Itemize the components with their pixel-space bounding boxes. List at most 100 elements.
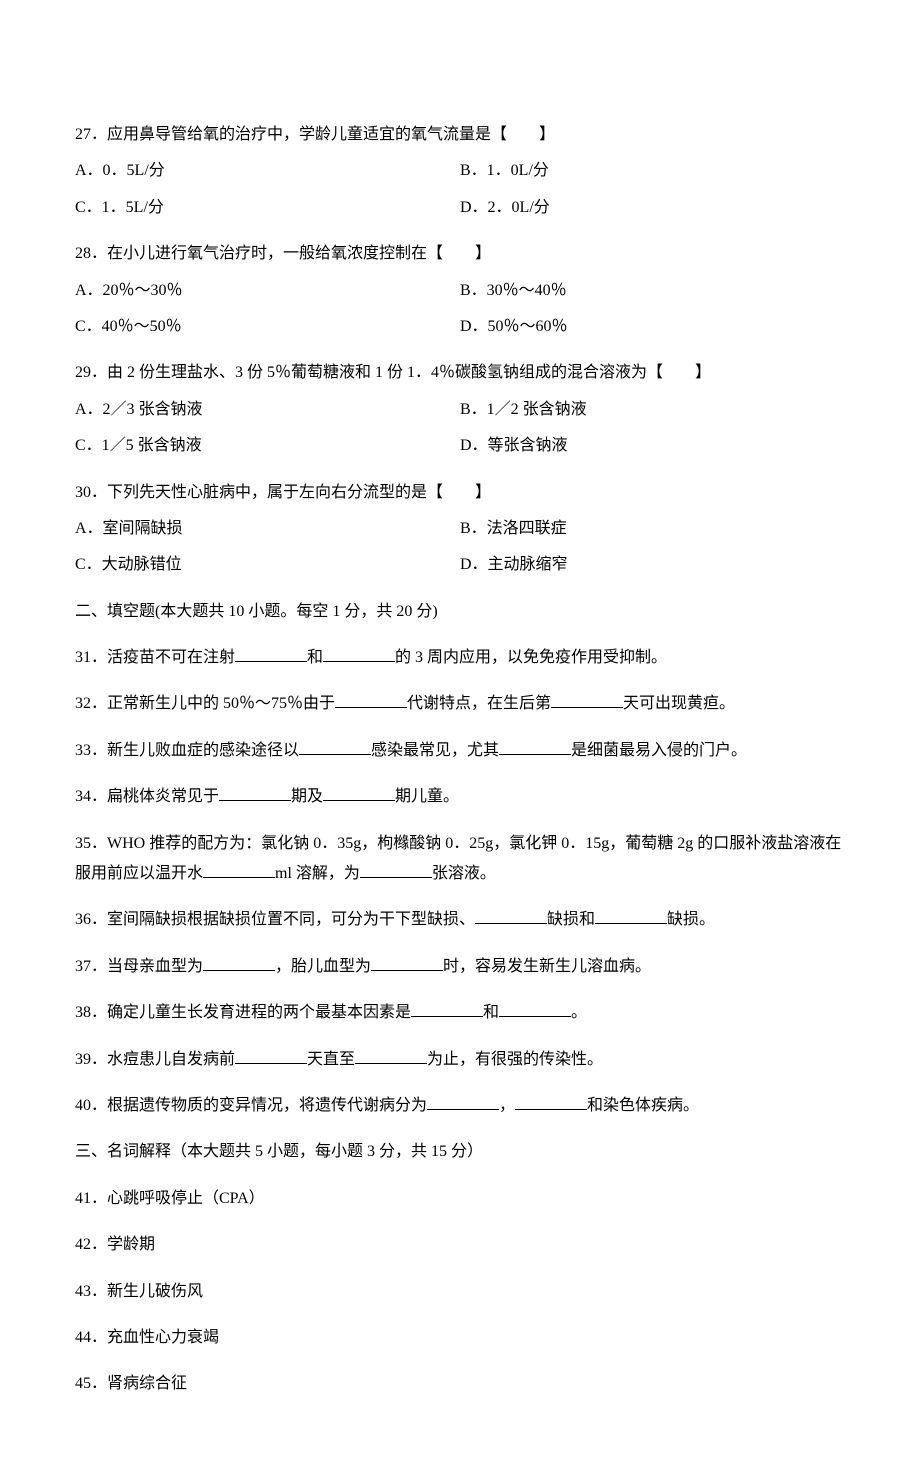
term-text: ．充血性心力衰竭: [91, 1329, 219, 1346]
question-segment: ，: [499, 1097, 515, 1114]
fill-blank: [427, 1094, 499, 1110]
mcq-question: 27．应用鼻导管给氧的治疗中，学龄儿童适宜的氧气流量是【 】 A．0．5L/分B．…: [75, 120, 845, 223]
option: B．法洛四联症: [460, 514, 845, 544]
question-segment: 感染最常见，尤其: [371, 742, 499, 759]
question-number: 41: [75, 1190, 91, 1207]
question-segment: 代谢特点，在生后第: [407, 695, 551, 712]
fill-question: 39．水痘患儿自发病前天直至为止，有很强的传染性。: [75, 1045, 845, 1075]
question-segment: 天直至: [307, 1051, 355, 1068]
option: D．等张含钠液: [460, 431, 845, 461]
fill-blank: [411, 1001, 483, 1017]
option: A．室间隔缺损: [75, 514, 460, 544]
question-segment: ．根据遗传物质的变异情况，将遗传代谢病分为: [91, 1097, 427, 1114]
question-segment: 缺损。: [667, 911, 715, 928]
fill-blank: [299, 739, 371, 755]
option-row: A．2／3 张含钠液B．1／2 张含钠液: [75, 395, 845, 425]
fill-blank: [360, 862, 432, 878]
term-text: ．心跳呼吸停止（CPA）: [91, 1190, 265, 1207]
question-text: 29．由 2 份生理盐水、3 份 5％葡萄糖液和 1 份 1．4％碳酸氢钠组成的…: [75, 358, 845, 388]
question-number: 36: [75, 911, 91, 928]
question-text: 27．应用鼻导管给氧的治疗中，学龄儿童适宜的氧气流量是【 】: [75, 120, 845, 150]
question-segment: ．扁桃体炎常见于: [91, 788, 219, 805]
fill-blank: [499, 739, 571, 755]
question-segment: ．室间隔缺损根据缺损位置不同，可分为干下型缺损、: [91, 911, 475, 928]
question-text: 28．在小儿进行氧气治疗时，一般给氧浓度控制在【 】: [75, 239, 845, 269]
option: A．2／3 张含钠液: [75, 395, 460, 425]
mcq-question: 28．在小儿进行氧气治疗时，一般给氧浓度控制在【 】 A．20％～30％B．30％…: [75, 239, 845, 342]
fill-blank: [355, 1048, 427, 1064]
term-question: 43．新生儿破伤风: [75, 1277, 845, 1307]
question-text: 30．下列先天性心脏病中，属于左向右分流型的是【 】: [75, 478, 845, 508]
question-number: 33: [75, 742, 91, 759]
option: C．40％～50％: [75, 312, 460, 342]
fill-blank: [235, 1048, 307, 1064]
fill-blank: [335, 692, 407, 708]
question-number: 37: [75, 958, 91, 975]
fill-blank: [499, 1001, 571, 1017]
term-question: 45．肾病综合征: [75, 1369, 845, 1399]
option-row: C．1．5L/分D．2．0L/分: [75, 193, 845, 223]
fill-blank: [203, 862, 275, 878]
question-segment: 和: [483, 1004, 499, 1021]
option: A．20％～30％: [75, 276, 460, 306]
mcq-question: 29．由 2 份生理盐水、3 份 5％葡萄糖液和 1 份 1．4％碳酸氢钠组成的…: [75, 358, 845, 461]
question-segment: ，胎儿血型为: [275, 958, 371, 975]
section-2-header: 二、填空题(本大题共 10 小题。每空 1 分，共 20 分): [75, 597, 845, 627]
option: D．主动脉缩窄: [460, 550, 845, 580]
question-number: 31: [75, 649, 91, 666]
term-text: ．学龄期: [91, 1236, 155, 1253]
fill-blank: [551, 692, 623, 708]
question-segment: ．新生儿败血症的感染途径以: [91, 742, 299, 759]
fill-blank: [219, 785, 291, 801]
term-text: ．新生儿破伤风: [91, 1283, 203, 1300]
question-number: 38: [75, 1004, 91, 1021]
option: C．1／5 张含钠液: [75, 431, 460, 461]
question-number: 45: [75, 1375, 91, 1392]
question-segment: 张溶液。: [432, 865, 496, 882]
term-question: 41．心跳呼吸停止（CPA）: [75, 1184, 845, 1214]
fill-blank: [515, 1094, 587, 1110]
option-row: C．40％～50％D．50％～60％: [75, 312, 845, 342]
fill-question: 38．确定儿童生长发育进程的两个最基本因素是和。: [75, 998, 845, 1028]
mcq-question: 30．下列先天性心脏病中，属于左向右分流型的是【 】 A．室间隔缺损B．法洛四联症…: [75, 478, 845, 581]
fill-blank: [475, 908, 547, 924]
question-segment: ．水痘患儿自发病前: [91, 1051, 235, 1068]
question-number: 32: [75, 695, 91, 712]
option: B．30％～40％: [460, 276, 845, 306]
question-segment: 的 3 周内应用，以免免疫作用受抑制。: [395, 649, 667, 666]
fill-question: 35．WHO 推荐的配方为：氯化钠 0．35g，枸橼酸钠 0．25g，氯化钾 0…: [75, 829, 845, 890]
question-segment: 。: [571, 1004, 587, 1021]
question-segment: 和染色体疾病。: [587, 1097, 699, 1114]
fill-blank: [595, 908, 667, 924]
option: C．大动脉错位: [75, 550, 460, 580]
question-number: 35: [75, 835, 91, 852]
question-segment: ．正常新生儿中的 50％～75％由于: [91, 695, 335, 712]
question-number: 43: [75, 1283, 91, 1300]
term-question: 42．学龄期: [75, 1230, 845, 1260]
question-number: 42: [75, 1236, 91, 1253]
question-segment: 期及: [291, 788, 323, 805]
option-row: A．20％～30％B．30％～40％: [75, 276, 845, 306]
fill-question: 37．当母亲血型为 ，胎儿血型为 时，容易发生新生儿溶血病。: [75, 952, 845, 982]
question-segment: ．当母亲血型为: [91, 958, 203, 975]
fill-blank: [371, 955, 443, 971]
fill-question: 40．根据遗传物质的变异情况，将遗传代谢病分为 ， 和染色体疾病。: [75, 1091, 845, 1121]
option: D．50％～60％: [460, 312, 845, 342]
fill-question: 31．活疫苗不可在注射和的 3 周内应用，以免免疫作用受抑制。: [75, 643, 845, 673]
question-segment: ．活疫苗不可在注射: [91, 649, 235, 666]
question-segment: ml 溶解，为: [275, 865, 360, 882]
option-row: C．1／5 张含钠液D．等张含钠液: [75, 431, 845, 461]
fill-blank: [235, 646, 307, 662]
question-segment: 为止，有很强的传染性。: [427, 1051, 603, 1068]
option-row: A．0．5L/分B．1．0L/分: [75, 156, 845, 186]
option: A．0．5L/分: [75, 156, 460, 186]
fill-question: 36．室间隔缺损根据缺损位置不同，可分为干下型缺损、缺损和缺损。: [75, 905, 845, 935]
question-number: 40: [75, 1097, 91, 1114]
fill-question: 34．扁桃体炎常见于期及期儿童。: [75, 782, 845, 812]
question-segment: 时，容易发生新生儿溶血病。: [443, 958, 651, 975]
fill-blank: [323, 785, 395, 801]
section-3-header: 三、名词解释（本大题共 5 小题，每小题 3 分，共 15 分）: [75, 1137, 845, 1167]
fill-question: 32．正常新生儿中的 50％～75％由于代谢特点，在生后第天可出现黄疸。: [75, 689, 845, 719]
fill-question: 33．新生儿败血症的感染途径以感染最常见，尤其是细菌最易入侵的门户。: [75, 736, 845, 766]
question-segment: 期儿童。: [395, 788, 459, 805]
